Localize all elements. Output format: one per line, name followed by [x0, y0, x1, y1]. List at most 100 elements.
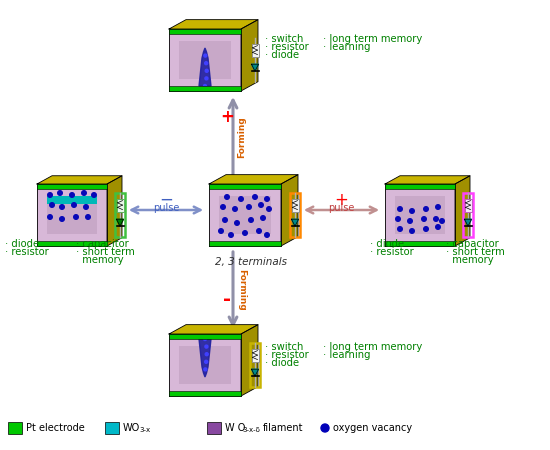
Bar [105, 422, 119, 434]
Circle shape [398, 227, 402, 231]
Circle shape [205, 69, 208, 72]
Polygon shape [241, 324, 258, 396]
Circle shape [225, 195, 229, 199]
Circle shape [424, 227, 428, 231]
Circle shape [60, 217, 64, 221]
Bar [385, 241, 455, 246]
Bar [179, 346, 231, 383]
Text: · diode: · diode [5, 239, 39, 249]
Circle shape [60, 205, 64, 209]
Circle shape [321, 424, 329, 432]
Polygon shape [169, 20, 258, 29]
Bar [290, 193, 300, 237]
Bar [251, 44, 258, 57]
Circle shape [265, 197, 270, 201]
Bar [385, 184, 455, 246]
Bar [251, 349, 258, 362]
Bar [209, 184, 281, 246]
Text: · resistor: · resistor [265, 42, 309, 52]
Polygon shape [199, 48, 211, 86]
Bar [37, 241, 107, 246]
Circle shape [235, 220, 239, 225]
Polygon shape [117, 219, 124, 226]
Circle shape [204, 54, 207, 57]
Bar [219, 196, 271, 234]
Text: −: − [159, 191, 173, 209]
Polygon shape [209, 175, 298, 184]
Text: memory: memory [76, 255, 124, 265]
Circle shape [229, 233, 233, 237]
Text: · resistor: · resistor [265, 350, 309, 360]
Polygon shape [251, 369, 258, 376]
Circle shape [48, 215, 52, 219]
Circle shape [247, 205, 251, 209]
Bar [395, 196, 445, 234]
Circle shape [410, 209, 414, 213]
Circle shape [205, 360, 208, 363]
Polygon shape [251, 64, 258, 71]
Circle shape [439, 219, 444, 223]
Polygon shape [385, 176, 470, 184]
Text: -: - [223, 290, 231, 309]
Circle shape [204, 368, 207, 371]
Polygon shape [292, 219, 299, 226]
Bar [169, 29, 241, 34]
Circle shape [92, 193, 96, 197]
Circle shape [436, 225, 441, 230]
Bar [463, 193, 473, 237]
Bar [465, 198, 471, 211]
Text: · resistor: · resistor [370, 247, 414, 257]
Circle shape [257, 229, 261, 233]
Text: oxygen vacancy: oxygen vacancy [333, 423, 412, 433]
Text: 2, 3 terminals: 2, 3 terminals [215, 257, 287, 267]
Bar [169, 334, 241, 396]
Circle shape [408, 219, 412, 223]
Circle shape [204, 85, 206, 87]
Bar [8, 422, 22, 434]
Circle shape [239, 197, 243, 201]
Text: · capacitor: · capacitor [76, 239, 129, 249]
Circle shape [398, 207, 402, 212]
Bar [169, 86, 241, 91]
Text: · long term memory: · long term memory [323, 34, 422, 44]
Circle shape [82, 191, 86, 195]
Text: +: + [220, 108, 234, 126]
Polygon shape [465, 219, 471, 226]
Text: · switch: · switch [265, 34, 304, 44]
Circle shape [221, 205, 225, 209]
Bar [209, 184, 281, 189]
Text: W O: W O [225, 423, 245, 433]
Circle shape [252, 195, 257, 199]
Polygon shape [37, 176, 122, 184]
Circle shape [434, 217, 438, 221]
Circle shape [84, 205, 89, 209]
Circle shape [233, 207, 237, 212]
Text: Forming: Forming [237, 269, 246, 311]
Bar [169, 334, 241, 339]
Polygon shape [107, 176, 122, 246]
Circle shape [258, 202, 263, 207]
Circle shape [205, 62, 208, 65]
Text: pulse: pulse [328, 203, 355, 213]
Text: · switch: · switch [265, 342, 304, 352]
Text: memory: memory [446, 255, 494, 265]
Circle shape [219, 229, 223, 233]
Circle shape [205, 345, 208, 348]
Text: · diode: · diode [265, 358, 299, 368]
Bar [385, 184, 455, 189]
Bar [117, 198, 124, 211]
Text: Forming: Forming [237, 117, 246, 158]
Bar [47, 196, 97, 234]
Bar [169, 29, 241, 91]
Text: · learning: · learning [323, 42, 371, 52]
Circle shape [267, 207, 271, 212]
Polygon shape [199, 339, 211, 377]
Text: · short term: · short term [76, 247, 135, 257]
Text: WO: WO [123, 423, 140, 433]
Circle shape [436, 205, 441, 209]
Bar [250, 343, 260, 387]
Circle shape [72, 202, 76, 207]
Bar [37, 184, 107, 246]
Text: pulse: pulse [153, 203, 179, 213]
Bar [169, 391, 241, 396]
